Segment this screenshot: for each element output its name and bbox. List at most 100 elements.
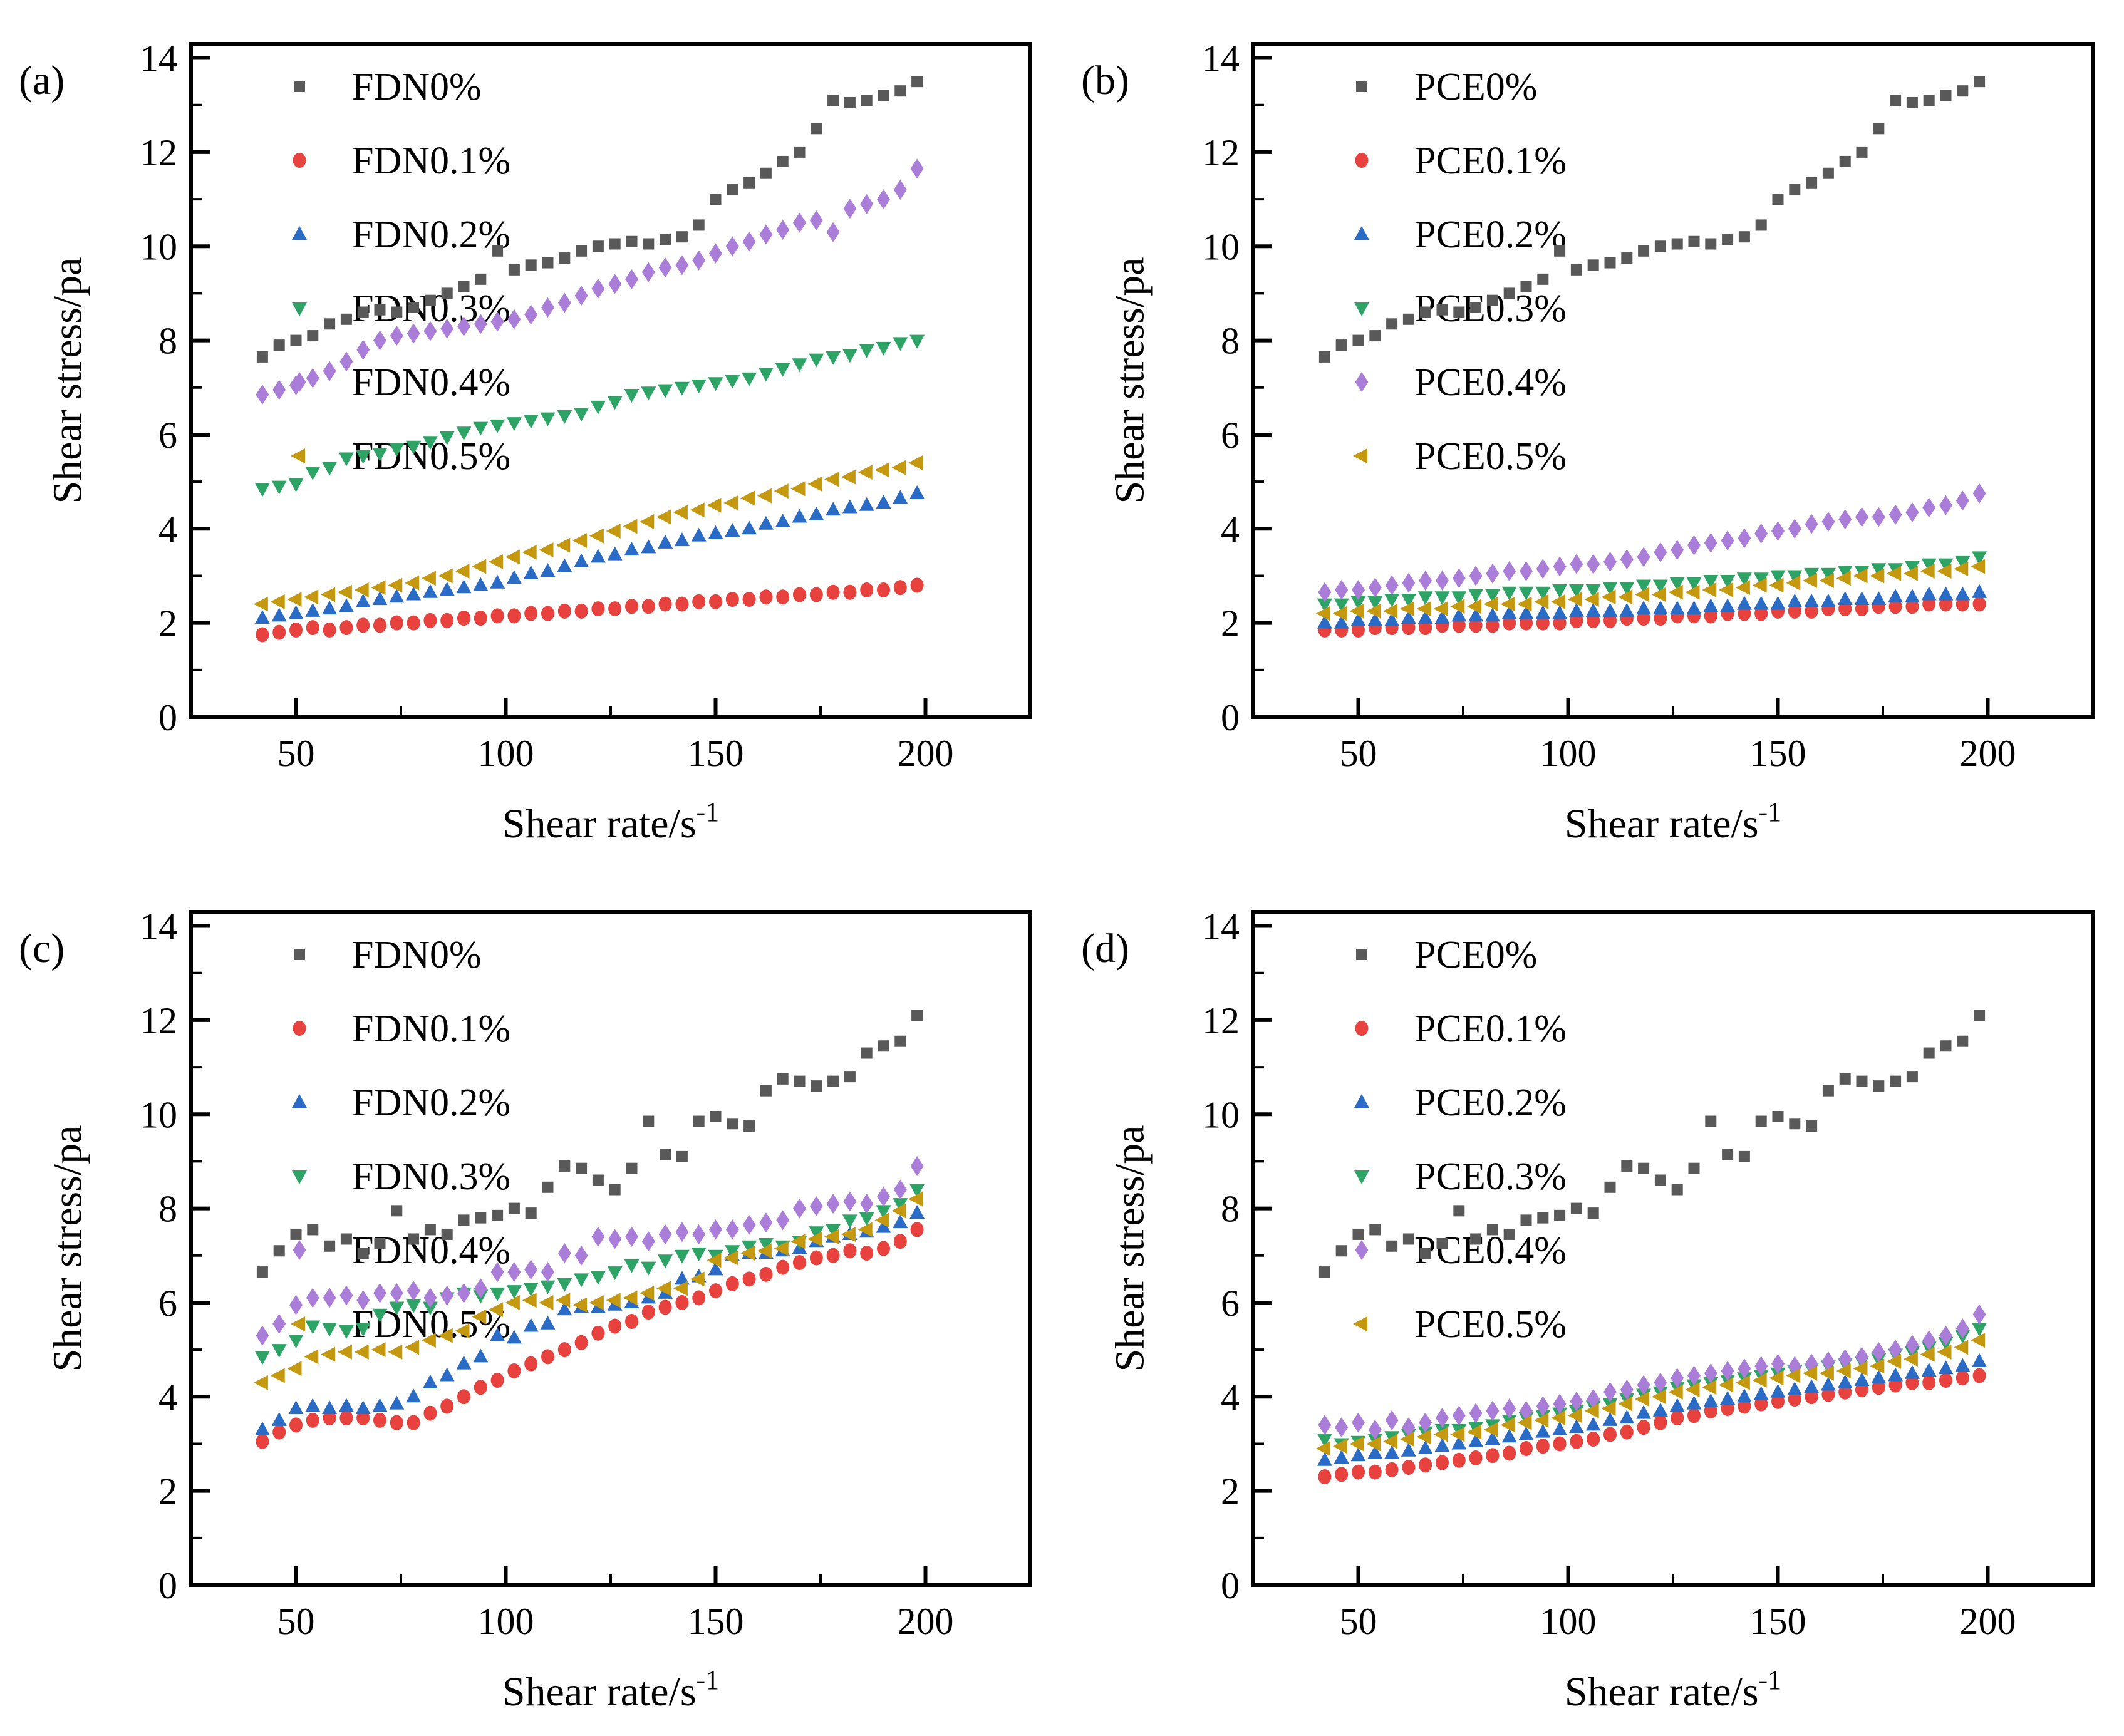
data-point [1770, 570, 1786, 584]
diamond-legend-icon [1355, 372, 1369, 392]
legend-entry: FDN0.5% [291, 435, 510, 478]
panel-letter: (c) [19, 926, 65, 971]
series-pce0-3pct [1317, 551, 1987, 612]
data-point [1570, 612, 1583, 628]
data-point [373, 1283, 386, 1303]
data-point [911, 1010, 923, 1021]
data-point [541, 1262, 554, 1283]
diamond-legend-icon [293, 1240, 306, 1260]
data-point [490, 1287, 505, 1301]
data-point [508, 1202, 520, 1214]
data-point [1384, 594, 1400, 608]
data-point [1938, 586, 1954, 601]
data-point [1385, 575, 1399, 596]
data-point [1704, 608, 1717, 624]
data-point [725, 1245, 740, 1259]
data-point [1788, 603, 1801, 619]
data-point [794, 146, 806, 158]
data-point [1772, 194, 1784, 205]
data-point [1436, 1237, 1448, 1249]
data-point [877, 1241, 890, 1256]
data-point [841, 469, 856, 485]
data-point [1668, 584, 1683, 600]
data-point [760, 167, 772, 179]
data-point [1854, 1372, 1870, 1386]
data-point [305, 1398, 321, 1412]
data-point [1972, 483, 1986, 504]
data-point [859, 344, 874, 358]
data-point [876, 494, 891, 509]
data-point [1752, 1372, 1767, 1388]
data-point [1871, 563, 1887, 577]
data-point [1401, 594, 1416, 608]
data-point [589, 528, 604, 544]
data-point [1334, 1450, 1349, 1464]
data-point [909, 485, 925, 499]
series-fdn0pct [256, 76, 923, 363]
data-point [1671, 1410, 1684, 1426]
data-point [1537, 1212, 1549, 1224]
legend: PCE0%PCE0.1%PCE0.2%PCE0.3%PCE0.4%PCE0.5% [1353, 66, 1567, 478]
data-point [1518, 586, 1534, 601]
data-point [1570, 554, 1583, 574]
data-point [1972, 1353, 1987, 1367]
data-point [1920, 563, 1935, 579]
data-point [809, 506, 824, 520]
data-point [456, 1355, 472, 1370]
panel-c-chart: 50 100 150 200 0 2 4 6 8 10 12 14 Shear rate/s-1 Shea… [19, 906, 1032, 1715]
y-tick-label: 2 [1221, 603, 1240, 644]
data-point [1520, 615, 1533, 631]
data-point [826, 1248, 840, 1263]
data-point [1789, 184, 1801, 196]
data-point [1805, 1389, 1818, 1405]
data-point [609, 1184, 621, 1196]
data-point [1602, 1412, 1618, 1426]
y-tick-label: 6 [158, 1283, 177, 1324]
data-point [1350, 596, 1366, 610]
data-point [893, 337, 908, 351]
data-point [1972, 1323, 1987, 1337]
data-point [405, 1340, 420, 1355]
data-point [1450, 1427, 1465, 1442]
data-point [1702, 582, 1717, 598]
data-point [441, 287, 453, 299]
data-point [676, 231, 688, 243]
data-point [1416, 1429, 1431, 1445]
data-point [859, 1212, 874, 1226]
data-point [1584, 592, 1599, 607]
data-point [708, 525, 723, 539]
data-point [323, 1288, 336, 1308]
data-point [574, 1335, 588, 1350]
data-point [1721, 1401, 1734, 1417]
data-point [809, 353, 824, 368]
panel-b: 50 100 150 200 0 2 4 6 8 10 12 14 Shear rate/s-1 Shea… [1062, 0, 2124, 868]
data-point [307, 330, 319, 342]
data-point [1520, 1440, 1533, 1456]
data-point [1452, 1405, 1466, 1426]
data-point [1904, 1365, 1920, 1379]
data-point [506, 1330, 522, 1344]
data-point [373, 1412, 386, 1428]
data-point [256, 1266, 268, 1278]
data-point [757, 488, 772, 504]
data-point [574, 408, 589, 422]
data-point [1433, 601, 1448, 617]
data-point [305, 602, 321, 617]
data-point [1906, 1071, 1918, 1083]
data-point [390, 326, 403, 346]
data-point [876, 1219, 891, 1233]
data-point [371, 1342, 386, 1358]
data-point [842, 349, 857, 363]
data-point [1568, 602, 1584, 617]
data-point [524, 1259, 538, 1280]
data-point [1872, 1380, 1885, 1395]
data-point [1585, 1417, 1601, 1431]
data-point [1568, 1419, 1584, 1434]
data-point [590, 1271, 606, 1285]
data-point [557, 1301, 572, 1316]
data-point [273, 339, 285, 351]
data-point [457, 1283, 470, 1303]
x-tick-label: 50 [277, 1601, 315, 1642]
data-point [758, 368, 774, 382]
